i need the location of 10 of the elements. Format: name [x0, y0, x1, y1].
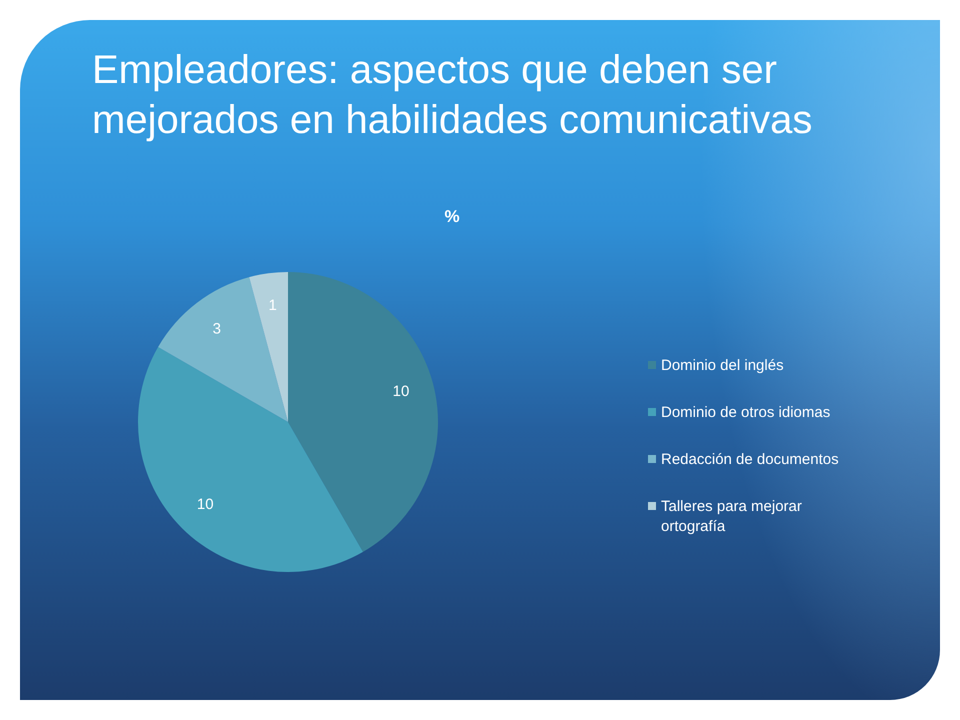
data-label: 3	[212, 320, 221, 338]
legend-label: Dominio del inglés	[661, 356, 785, 376]
legend-label: Talleres para mejorar ortografía	[661, 497, 803, 537]
chart-title: Empleadores: aspectos que deben ser mejorados en habilidades comunicativas	[92, 47, 814, 144]
legend-label: Redacción de documentos	[661, 450, 840, 470]
chart-subtitle: %	[443, 207, 461, 227]
legend-label: Dominio de otros idiomas	[661, 403, 832, 423]
data-label: 1	[268, 297, 277, 314]
data-label: 10	[196, 496, 214, 513]
data-label: 10	[392, 382, 410, 400]
